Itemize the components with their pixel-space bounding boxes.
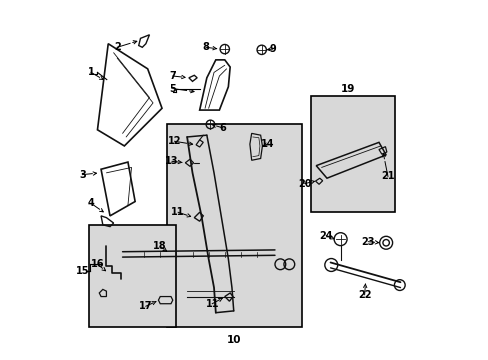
Bar <box>310 96 394 212</box>
Text: 3: 3 <box>79 170 85 180</box>
Text: 11: 11 <box>171 207 184 217</box>
Text: 8: 8 <box>203 42 209 52</box>
Text: 19: 19 <box>341 84 355 94</box>
Text: 4: 4 <box>87 198 94 208</box>
Text: 24: 24 <box>319 231 332 240</box>
Text: 7: 7 <box>169 71 176 81</box>
Text: 2: 2 <box>114 42 121 52</box>
Bar <box>88 225 176 327</box>
Bar <box>167 125 301 327</box>
Text: 15: 15 <box>76 266 89 276</box>
Text: 21: 21 <box>381 171 394 181</box>
Text: 10: 10 <box>226 334 241 345</box>
Text: 14: 14 <box>261 139 274 149</box>
Text: 20: 20 <box>297 179 311 189</box>
Text: 11: 11 <box>205 299 219 309</box>
Text: 13: 13 <box>165 156 179 166</box>
Text: 5: 5 <box>169 84 176 94</box>
Text: 17: 17 <box>139 301 152 311</box>
Text: 16: 16 <box>91 259 104 269</box>
Text: 22: 22 <box>357 290 370 300</box>
Text: 18: 18 <box>153 241 167 251</box>
Text: 1: 1 <box>87 67 94 77</box>
Text: 12: 12 <box>167 136 181 146</box>
Text: 6: 6 <box>219 123 226 133</box>
Text: 23: 23 <box>361 237 374 247</box>
Text: 9: 9 <box>268 44 275 54</box>
